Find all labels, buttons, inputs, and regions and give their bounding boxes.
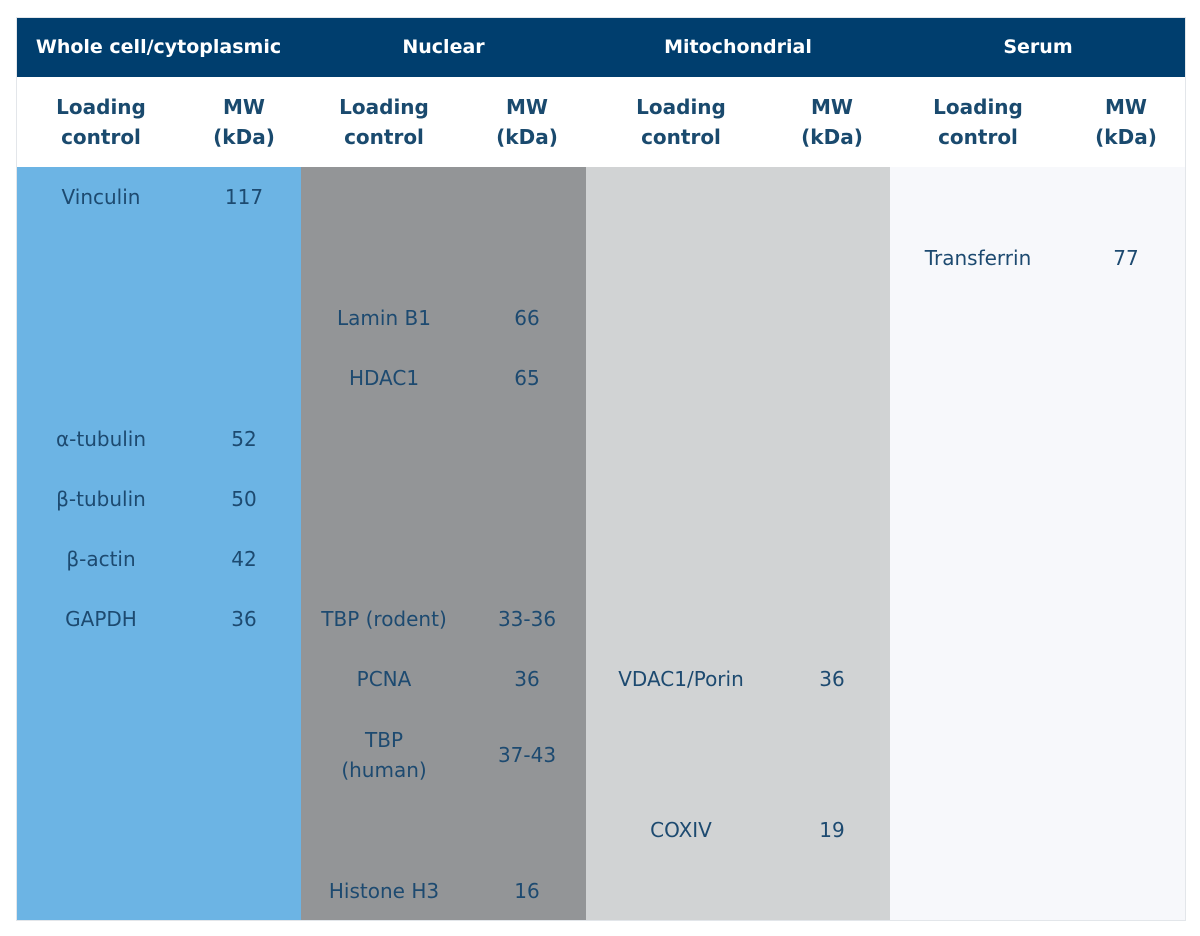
subheader-loading-control-serum: Loading control [933, 95, 1023, 149]
whole-cell-row-mw: 42 [231, 547, 257, 571]
whole-cell-row-name: α-tubulin [55, 427, 147, 451]
whole-cell-row-mw: 36 [231, 607, 257, 631]
whole-cell-column: Vinculin 117 α-tubulin 52 β-tubulin 50 β… [16, 167, 301, 921]
subheader-mw-mitochondrial: MW (kDa) [801, 95, 863, 149]
column-header-row: Loading control MW (kDa) Loading control… [16, 77, 1186, 167]
whole-cell-row-name: Vinculin [61, 185, 141, 209]
header-mitochondrial: Mitochondrial [664, 36, 812, 58]
nuclear-row-mw: 66 [514, 306, 540, 330]
nuclear-row-mw: 65 [514, 366, 540, 390]
header-whole-cell: Whole cell/cytoplasmic [35, 36, 282, 58]
nuclear-row-mw: 37-43 [497, 743, 557, 767]
nuclear-row-name: TBP (rodent) [321, 607, 447, 631]
subheader-loading-control-nuclear: Loading control [339, 95, 429, 149]
serum-column: Transferrin 77 [890, 167, 1186, 921]
whole-cell-row-name: β-actin [66, 547, 136, 571]
subheader-mw-serum: MW (kDa) [1095, 95, 1157, 149]
subheader-mw-whole-cell: MW (kDa) [213, 95, 275, 149]
mitochondrial-row-name: VDAC1/Porin [618, 667, 744, 691]
loading-control-table: Whole cell/cytoplasmic Nuclear Mitochond… [16, 17, 1186, 921]
serum-row-mw: 77 [1113, 246, 1139, 270]
whole-cell-row-name: β-tubulin [56, 487, 146, 511]
mitochondrial-row-name: COXIV [650, 818, 712, 842]
whole-cell-row-mw: 50 [231, 487, 257, 511]
header-serum: Serum [1003, 36, 1073, 58]
serum-row-name: Transferrin [924, 246, 1032, 270]
subheader-loading-control-mitochondrial: Loading control [636, 95, 726, 149]
nuclear-row-name: HDAC1 [348, 366, 420, 390]
subheader-mw-nuclear: MW (kDa) [496, 95, 558, 149]
mitochondrial-row-mw: 19 [819, 818, 845, 842]
nuclear-row-name: PCNA [356, 667, 412, 691]
group-header-row: Whole cell/cytoplasmic Nuclear Mitochond… [16, 17, 1186, 77]
mitochondrial-column: VDAC1/Porin 36 COXIV 19 [586, 167, 890, 921]
nuclear-row-mw: 36 [514, 667, 540, 691]
whole-cell-row-mw: 117 [224, 185, 264, 209]
mitochondrial-row-mw: 36 [819, 667, 845, 691]
nuclear-row-name: Lamin B1 [337, 306, 431, 330]
nuclear-row-name: Histone H3 [328, 879, 440, 903]
nuclear-row-name: TBP (human) [341, 728, 427, 782]
whole-cell-row-name: GAPDH [65, 607, 137, 631]
subheader-loading-control-whole-cell: Loading control [56, 95, 146, 149]
whole-cell-row-mw: 52 [231, 427, 257, 451]
nuclear-row-mw: 16 [514, 879, 540, 903]
nuclear-row-mw: 33-36 [497, 607, 557, 631]
header-nuclear: Nuclear [402, 36, 485, 58]
nuclear-column: Lamin B1 66 HDAC1 65 TBP (rodent) 33-36 … [301, 167, 586, 921]
